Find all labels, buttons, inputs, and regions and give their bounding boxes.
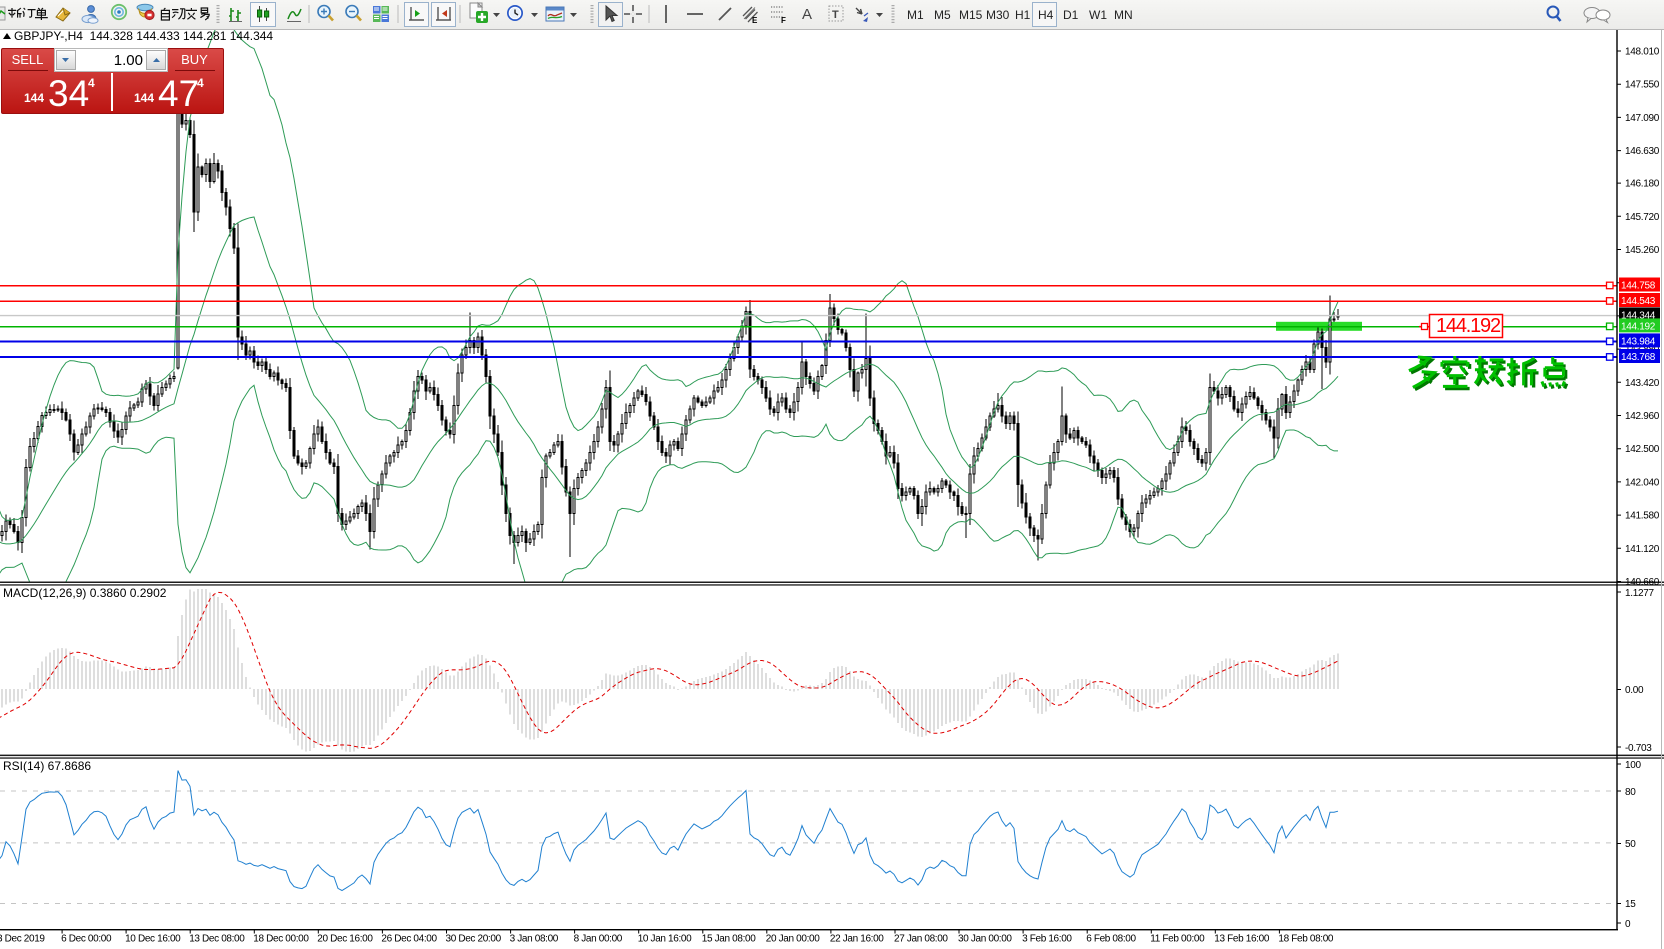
svg-text:15: 15 (1625, 899, 1636, 910)
svg-text:6 Feb 08:00: 6 Feb 08:00 (1086, 934, 1136, 945)
svg-text:20 Jan 00:00: 20 Jan 00:00 (766, 934, 820, 945)
svg-text:M1: M1 (907, 8, 924, 22)
svg-text:144.192: 144.192 (1621, 321, 1656, 332)
svg-text:143.420: 143.420 (1625, 378, 1660, 389)
svg-text:30 Jan 00:00: 30 Jan 00:00 (958, 934, 1012, 945)
svg-text:10 Jan 16:00: 10 Jan 16:00 (638, 934, 692, 945)
svg-text:141.120: 141.120 (1625, 544, 1660, 555)
svg-text:0.00: 0.00 (1625, 685, 1644, 696)
svg-text:3 Jan 08:00: 3 Jan 08:00 (510, 934, 559, 945)
svg-text:M30: M30 (986, 8, 1010, 22)
svg-text:145.720: 145.720 (1625, 212, 1660, 223)
svg-text:145.260: 145.260 (1625, 245, 1660, 256)
svg-text:A: A (802, 6, 812, 23)
svg-text:MN: MN (1114, 8, 1133, 22)
svg-text:M15: M15 (959, 8, 983, 22)
svg-text:143.984: 143.984 (1621, 336, 1656, 347)
svg-text:148.010: 148.010 (1625, 47, 1660, 58)
svg-text:144.344: 144.344 (1621, 310, 1656, 321)
svg-text:RSI(14) 67.8686: RSI(14) 67.8686 (3, 759, 91, 773)
svg-text:3 Feb 16:00: 3 Feb 16:00 (1022, 934, 1072, 945)
svg-text:143.768: 143.768 (1621, 352, 1656, 363)
svg-text:80: 80 (1625, 787, 1636, 798)
svg-text:142.040: 142.040 (1625, 477, 1660, 488)
svg-text:H1: H1 (1015, 8, 1031, 22)
svg-text:146.630: 146.630 (1625, 146, 1660, 157)
svg-text:F: F (781, 16, 786, 25)
svg-text:15 Jan 08:00: 15 Jan 08:00 (702, 934, 756, 945)
svg-text:13 Feb 16:00: 13 Feb 16:00 (1214, 934, 1270, 945)
svg-text:W1: W1 (1089, 8, 1107, 22)
svg-text:144.192: 144.192 (1436, 315, 1501, 337)
svg-text:6 Dec 00:00: 6 Dec 00:00 (61, 934, 112, 945)
svg-text:30 Dec 20:00: 30 Dec 20:00 (446, 934, 502, 945)
svg-text:-0.703: -0.703 (1625, 743, 1652, 754)
svg-text:8 Jan 00:00: 8 Jan 00:00 (574, 934, 623, 945)
svg-text:13 Dec 08:00: 13 Dec 08:00 (189, 934, 245, 945)
svg-text:T: T (832, 9, 839, 21)
svg-text:26 Dec 04:00: 26 Dec 04:00 (381, 934, 437, 945)
svg-text:1.1277: 1.1277 (1625, 588, 1655, 599)
svg-text:100: 100 (1625, 760, 1642, 771)
svg-text:11 Feb 00:00: 11 Feb 00:00 (1150, 934, 1205, 945)
svg-text:142.500: 142.500 (1625, 444, 1660, 455)
svg-text:18 Feb 08:00: 18 Feb 08:00 (1278, 934, 1334, 945)
svg-text:142.960: 142.960 (1625, 411, 1660, 422)
svg-text:0: 0 (1625, 919, 1631, 930)
svg-text:22 Jan 16:00: 22 Jan 16:00 (830, 934, 884, 945)
svg-text:27 Jan 08:00: 27 Jan 08:00 (894, 934, 948, 945)
svg-text:E: E (752, 16, 758, 25)
svg-text:D1: D1 (1063, 8, 1079, 22)
svg-text:M5: M5 (934, 8, 951, 22)
svg-text:140.660: 140.660 (1625, 577, 1660, 588)
svg-text:MACD(12,26,9) 0.3860 0.2902: MACD(12,26,9) 0.3860 0.2902 (3, 586, 167, 600)
svg-text:146.180: 146.180 (1625, 179, 1660, 190)
svg-text:141.580: 141.580 (1625, 511, 1660, 522)
svg-text:147.090: 147.090 (1625, 113, 1660, 124)
svg-text:3 Dec 2019: 3 Dec 2019 (0, 934, 45, 945)
svg-text:50: 50 (1625, 839, 1636, 850)
svg-text:147.550: 147.550 (1625, 80, 1660, 91)
svg-text:10 Dec 16:00: 10 Dec 16:00 (125, 934, 181, 945)
svg-text:H4: H4 (1038, 8, 1054, 22)
svg-text:144.758: 144.758 (1621, 281, 1656, 292)
svg-text:18 Dec 00:00: 18 Dec 00:00 (253, 934, 309, 945)
svg-text:144.543: 144.543 (1621, 296, 1656, 307)
svg-text:20 Dec 16:00: 20 Dec 16:00 (317, 934, 373, 945)
svg-text:GBPJPY-,H4 144.328 144.433 14: GBPJPY-,H4 144.328 144.433 144.281 144.3… (14, 29, 273, 43)
